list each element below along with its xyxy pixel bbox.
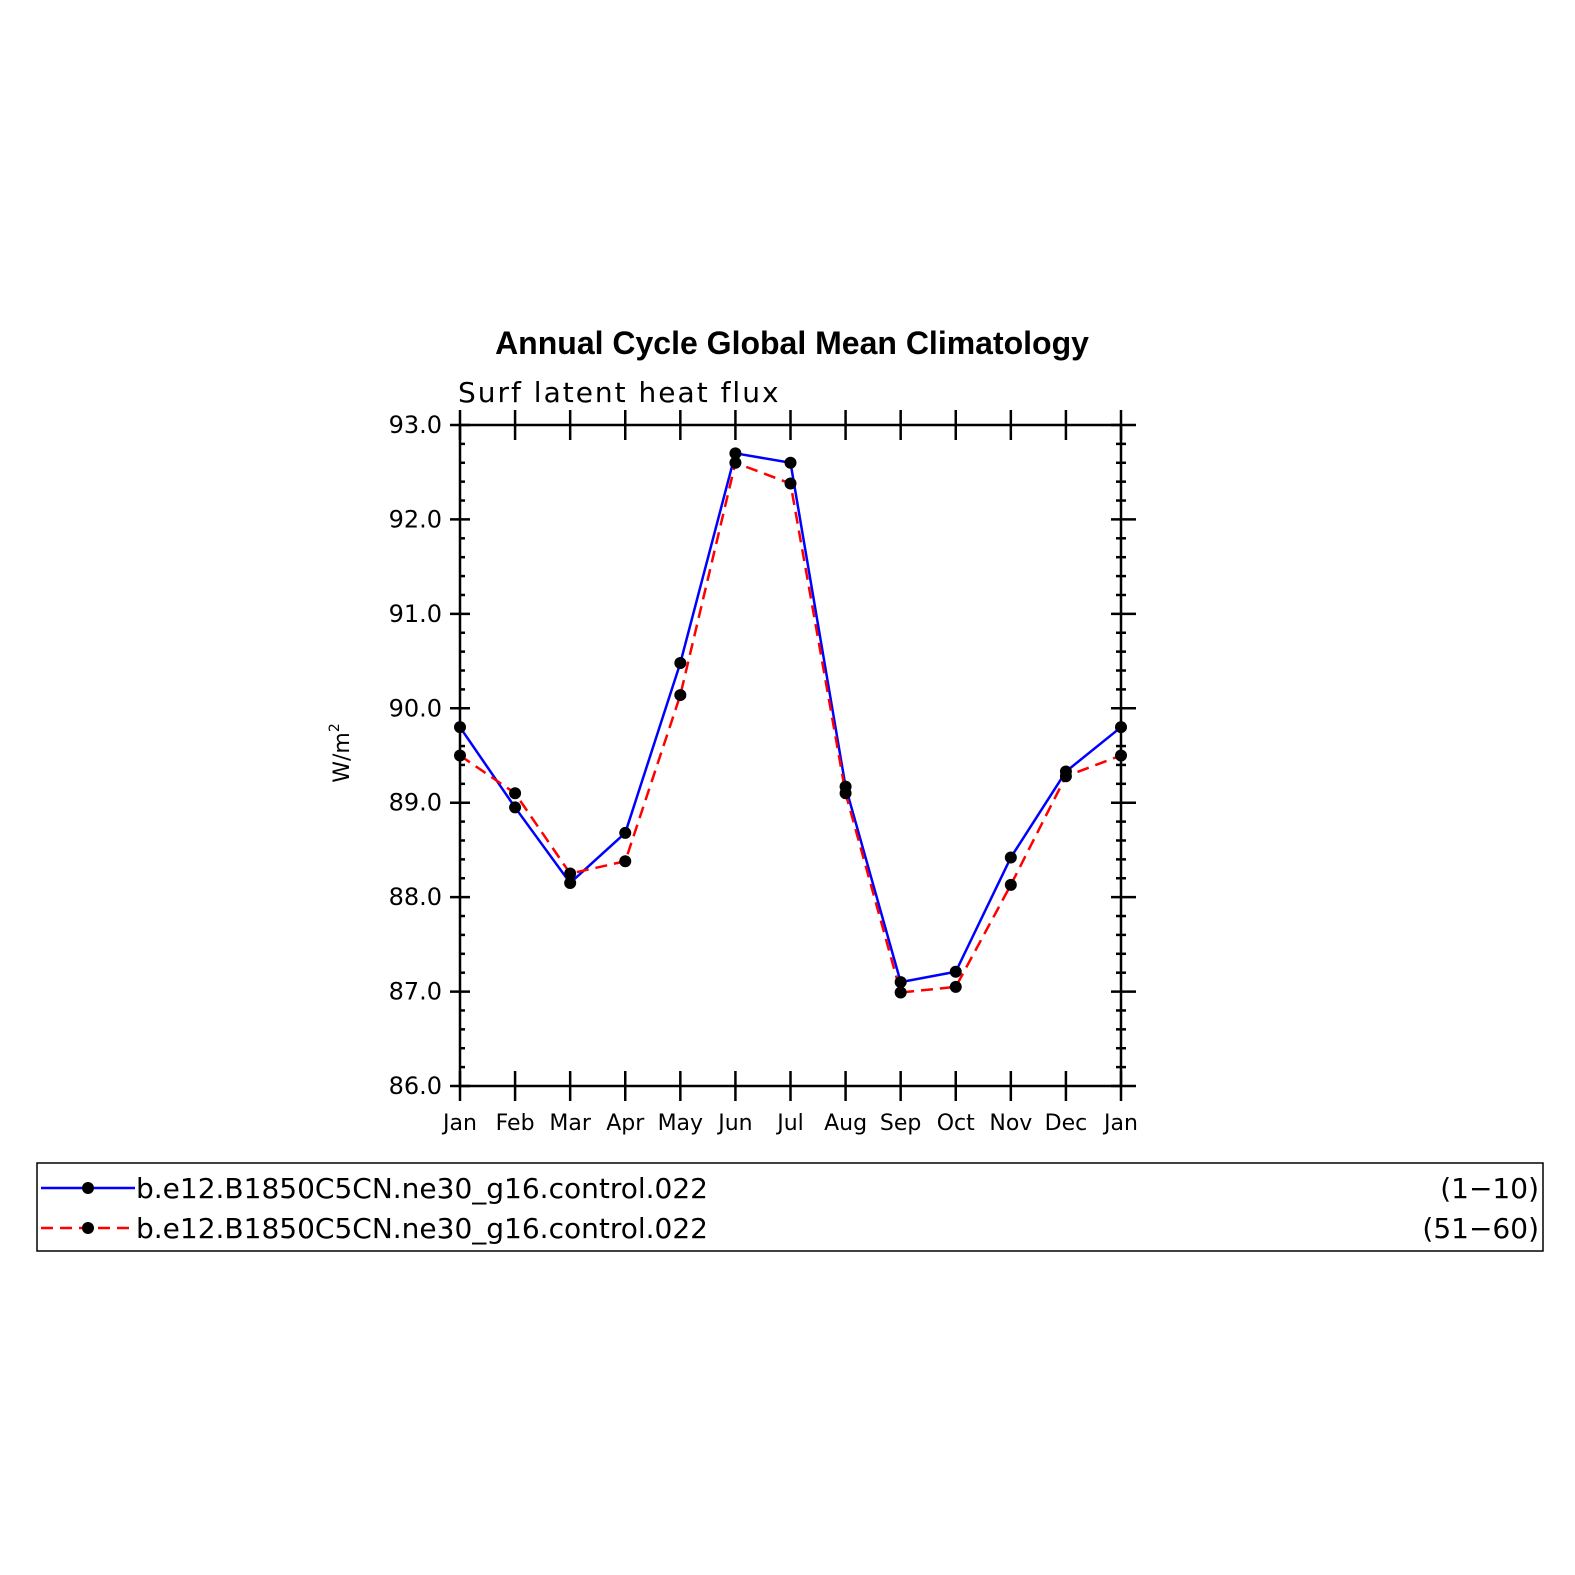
y-axis-label-superscript: 2	[327, 723, 343, 732]
x-tick-label: Jan	[1102, 1111, 1138, 1136]
x-tick-label: Jul	[775, 1111, 804, 1136]
series-1-point	[1115, 721, 1127, 734]
series-2-point	[564, 867, 577, 880]
y-tick-label: 88.0	[389, 883, 442, 911]
series-2-point	[894, 986, 907, 999]
series-2-point	[949, 980, 962, 993]
legend-box	[36, 1162, 1544, 1252]
series-2-point	[729, 456, 742, 469]
x-tick-label: Feb	[496, 1111, 535, 1136]
series-1-point	[949, 965, 962, 978]
x-tick-label: Jun	[716, 1111, 752, 1136]
plot-axes	[458, 423, 1123, 1088]
y-tick-label: 89.0	[389, 789, 442, 817]
legend-label-1: b.e12.B1850C5CN.ne30_g16.control.022	[136, 1172, 708, 1205]
y-tick-label: 86.0	[389, 1072, 442, 1100]
chart-title: Annual Cycle Global Mean Climatology	[495, 325, 1089, 361]
series-2-point	[1059, 770, 1072, 783]
series-line-2	[459, 461, 1122, 994]
plot-frame	[458, 423, 1123, 1088]
series-1-point	[894, 976, 907, 989]
x-tick-labels: Jan Feb Mar Apr May Jun Jul Aug Sep Oct Nov Dec Jan	[441, 1111, 1138, 1136]
legend-marker-1	[82, 1182, 94, 1194]
legend-label-2: b.e12.B1850C5CN.ne30_g16.control.022	[136, 1212, 708, 1245]
y-axis-label: W/m2	[327, 723, 355, 783]
series-2-point	[454, 749, 466, 762]
series-2-point	[674, 689, 687, 702]
y-tick-label: 87.0	[389, 978, 442, 1006]
x-tick-label: Dec	[1045, 1111, 1088, 1136]
series-2-point	[509, 787, 522, 800]
series-points	[454, 447, 1127, 999]
axis-ticks	[450, 410, 1136, 1101]
series-2-point	[1115, 749, 1127, 762]
series-2-point	[839, 787, 852, 800]
series-2-point	[1004, 878, 1017, 891]
series-1-point	[564, 876, 577, 889]
svg-text:W/m2: W/m2	[327, 723, 355, 783]
y-tick-label: 91.0	[389, 600, 442, 628]
x-tick-label: May	[658, 1111, 703, 1136]
x-tick-label: Oct	[937, 1111, 975, 1136]
y-tick-labels: 86.0 87.0 88.0 89.0 90.0 91.0 92.0 93.0	[389, 411, 442, 1100]
legend-years-1: (1−10)	[1440, 1172, 1539, 1205]
y-tick-label: 93.0	[389, 411, 442, 439]
series-1-point	[454, 721, 466, 734]
series-1-point	[509, 801, 522, 814]
legend-years-2: (51−60)	[1422, 1212, 1539, 1245]
x-tick-label: Mar	[549, 1111, 591, 1136]
y-tick-label: 90.0	[389, 694, 442, 722]
chart-subtitle: Surf latent heat flux	[458, 376, 781, 409]
series-2-point	[619, 855, 632, 868]
x-tick-label: Sep	[880, 1111, 921, 1136]
series-lines	[458, 452, 1122, 994]
series-1-point	[1004, 851, 1017, 864]
x-tick-label: Jan	[441, 1111, 477, 1136]
legend-marker-2	[82, 1222, 94, 1234]
y-tick-label: 92.0	[389, 505, 442, 533]
y-axis-label-text: W/m	[330, 732, 355, 783]
x-tick-label: Aug	[824, 1111, 867, 1136]
series-1-point	[729, 447, 742, 460]
series-1-point	[619, 826, 632, 839]
x-tick-label: Apr	[606, 1111, 645, 1136]
legend: b.e12.B1850C5CN.ne30_g16.control.022 (1−1…	[36, 1162, 1544, 1252]
x-tick-label: Nov	[989, 1111, 1032, 1136]
series-1-point	[784, 456, 797, 469]
series-line-1	[458, 452, 1122, 984]
series-2-point	[784, 477, 797, 490]
series-1-point	[674, 656, 687, 669]
